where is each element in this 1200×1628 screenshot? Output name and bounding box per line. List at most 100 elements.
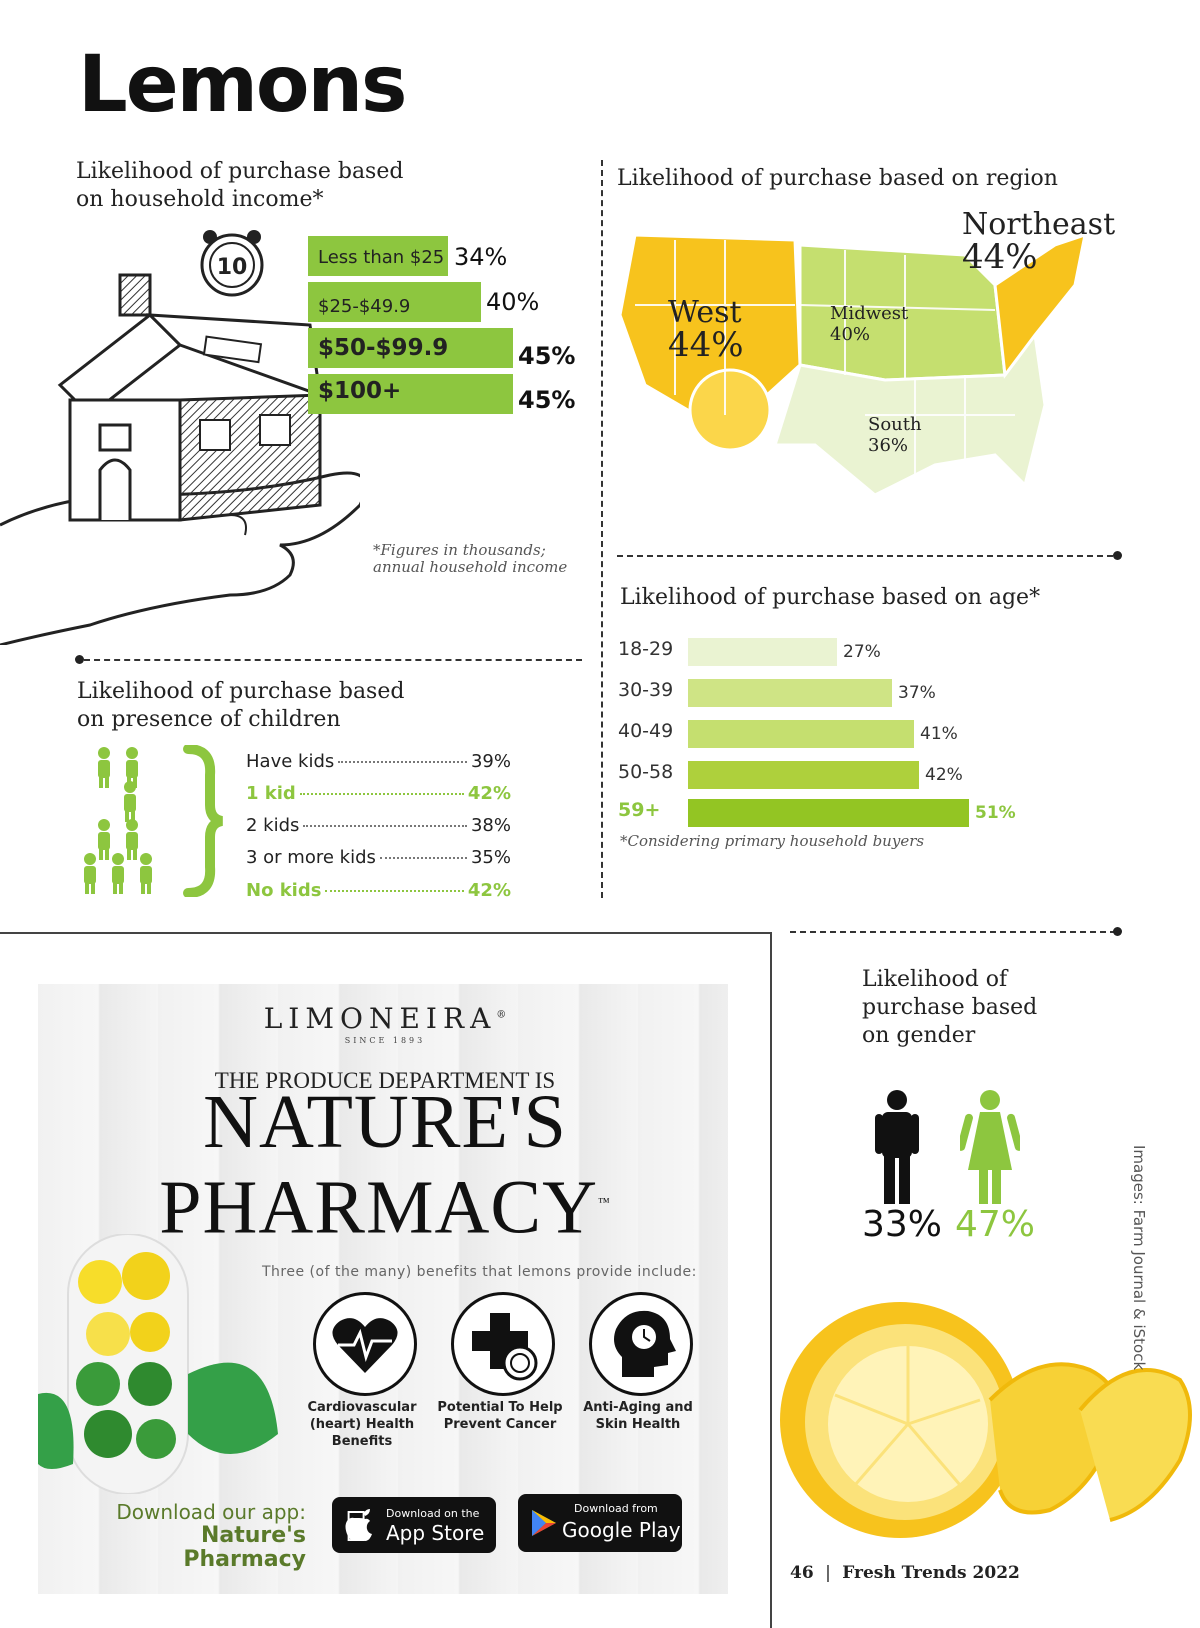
publication-name: Fresh Trends 2022 — [842, 1563, 1020, 1583]
region-northeast — [993, 232, 1087, 379]
income-footnote-line1: *Figures in thousands; — [373, 541, 546, 559]
ad-headline-pharmacy: PHARMACY — [159, 1165, 598, 1250]
divider-dot — [1113, 551, 1122, 560]
age-bar — [688, 720, 914, 748]
children-heading-line1: Likelihood of purchase based — [77, 679, 405, 704]
gender-heading-line2: purchase based — [862, 995, 1038, 1020]
app-store-small-text: Download on the — [386, 1507, 480, 1520]
age-bar — [688, 799, 969, 827]
ad-since: SINCE 1893 — [344, 1036, 426, 1045]
ad-tagline: THE PRODUCE DEPARTMENT IS — [214, 1068, 556, 1093]
kid-figure-icon — [126, 819, 138, 860]
region-south-pct: 36% — [868, 435, 909, 456]
male-figure-icon — [875, 1090, 919, 1204]
children-row-label: 3 or more kids — [246, 847, 376, 868]
region-northeast-label: Northeast 44% — [962, 210, 1115, 277]
gender-female-pct: 47% — [955, 1204, 1036, 1245]
age-category-label: 30-39 — [618, 679, 674, 701]
children-heading: Likelihood of purchase based on presence… — [77, 678, 404, 734]
children-row: No kids 42% — [246, 880, 511, 901]
kid-figure-icon — [84, 853, 96, 894]
age-category-label: 59+ — [618, 799, 661, 821]
income-heading-line1: Likelihood of purchase based — [76, 159, 404, 184]
income-bar-label: $25-$49.9 — [318, 296, 411, 317]
income-bar-pct: 45% — [518, 342, 576, 370]
google-play-icon — [532, 1510, 556, 1536]
income-bar-label: $100+ — [318, 378, 402, 404]
children-row-pct: 42% — [467, 880, 511, 901]
benefit-label: Potential To Help Prevent Cancer — [425, 1399, 575, 1433]
kid-figure-icon — [124, 781, 136, 822]
income-bar — [308, 236, 448, 276]
gender-heading-line3: on gender — [862, 1023, 976, 1048]
children-row: 3 or more kids 35% — [246, 847, 511, 868]
income-bar-pct: 45% — [518, 386, 576, 414]
income-footnote: *Figures in thousands; annual household … — [373, 542, 567, 576]
age-value-label: 51% — [975, 803, 1016, 823]
age-footnote: *Considering primary household buyers — [620, 832, 925, 850]
region-midwest-label: Midwest 40% — [830, 303, 908, 345]
female-figure-icon — [960, 1090, 1020, 1204]
ad-download-line1: Download our app: — [116, 1500, 306, 1524]
curly-brace-icon — [183, 745, 224, 897]
children-row-pct: 38% — [470, 815, 511, 836]
gender-heading-line1: Likelihood of — [862, 967, 1008, 992]
age-category-label: 18-29 — [618, 638, 674, 660]
region-heading: Likelihood of purchase based on region — [617, 166, 1058, 191]
kid-figure-icon — [112, 853, 124, 894]
children-row-label: 1 kid — [246, 783, 296, 804]
income-bar-label: Less than $25 — [318, 247, 445, 268]
children-heading-line2: on presence of children — [77, 707, 341, 732]
heart-rate-icon — [313, 1292, 417, 1396]
children-row: Have kids 39% — [246, 751, 511, 772]
income-bar-pct: 34% — [454, 243, 508, 271]
region-west-label: West 44% — [668, 298, 744, 365]
ad-headline: NATURE'S PHARMACY™ — [0, 1082, 770, 1247]
divider-dot — [1113, 927, 1122, 936]
benefit-line: Prevent Cancer — [443, 1417, 557, 1432]
region-northeast-pct: 44% — [962, 237, 1038, 277]
image-credit: Images: Farm Journal & iStock — [1130, 1145, 1148, 1371]
children-row-label: No kids — [246, 880, 322, 901]
benefit-line: Skin Health — [595, 1417, 681, 1432]
region-west-pct: 44% — [668, 325, 744, 365]
kid-figure-icon — [98, 747, 110, 788]
google-play-small-text: Download from — [574, 1502, 658, 1515]
ad-download-line2: Nature's Pharmacy — [183, 1523, 306, 1572]
house-in-hand-illustration: 10 — [0, 230, 360, 645]
medical-cross-lemon-icon — [451, 1292, 555, 1396]
google-play-big-text: Google Play — [562, 1518, 681, 1542]
age-value-label: 37% — [898, 683, 936, 703]
page-title: Lemons — [78, 40, 407, 130]
us-region-map — [618, 232, 1087, 497]
income-bar — [308, 374, 513, 414]
apple-logo-icon — [345, 1509, 372, 1541]
section-divider-gender — [790, 931, 1116, 933]
children-row-pct: 42% — [467, 783, 511, 804]
income-bar-label: $50-$99.9 — [318, 335, 449, 361]
section-divider-children — [84, 659, 582, 661]
divider-dot — [75, 655, 84, 664]
children-row-pct: 35% — [470, 847, 511, 868]
limoneira-advertisement[interactable]: LIMONEIRA® SINCE 1893 THE PRODUCE DEPART… — [0, 932, 772, 1628]
ad-benefits-intro: Three (of the many) benefits that lemons… — [262, 1264, 697, 1280]
google-play-button[interactable]: Download from Google Play — [518, 1494, 682, 1552]
benefit-line: Cardiovascular — [307, 1400, 417, 1415]
page-footer: 46 | Fresh Trends 2022 — [790, 1563, 1020, 1583]
income-bar-pct: 40% — [486, 288, 540, 316]
footer-separator: | — [825, 1563, 831, 1583]
age-value-label: 27% — [843, 642, 881, 662]
benefit-line: Anti-Aging and — [583, 1400, 693, 1415]
children-row-label: Have kids — [246, 751, 335, 772]
income-bar — [308, 328, 513, 368]
head-clock-icon — [589, 1292, 693, 1396]
ad-headline-line1: NATURE'S — [203, 1080, 567, 1164]
benefit-label: Cardiovascular (heart) Health Benefits — [287, 1399, 437, 1450]
gender-male-pct: 33% — [862, 1204, 943, 1245]
ad-trademark: ™ — [598, 1195, 611, 1209]
kid-figure-icon — [98, 819, 110, 860]
income-heading: Likelihood of purchase based on househol… — [76, 158, 403, 214]
ad-headline-line2: PHARMACY™ — [0, 1162, 770, 1247]
age-value-label: 41% — [920, 724, 958, 744]
app-store-button[interactable]:  Download on the App Store — [332, 1497, 496, 1553]
